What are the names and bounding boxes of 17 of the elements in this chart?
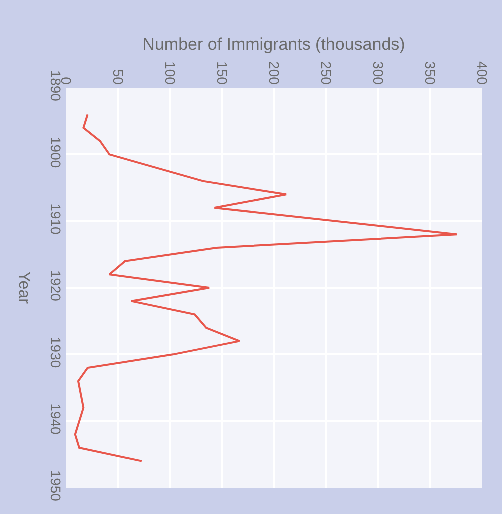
x-tick-label: 100	[162, 62, 178, 86]
y-tick-label: 1910	[48, 204, 64, 236]
y-axis-title: Year	[15, 272, 32, 305]
x-tick-label: 200	[266, 62, 282, 86]
line-series	[74, 114, 458, 462]
x-tick-label: 300	[370, 62, 386, 86]
y-tick-label: 1920	[48, 270, 64, 302]
x-tick-label: 150	[214, 62, 230, 86]
y-tick-label: 1930	[48, 336, 64, 368]
y-tick-label: 1900	[48, 136, 64, 168]
x-tick-label: 50	[110, 69, 126, 86]
x-tick-label: 250	[318, 62, 334, 86]
y-tick-label: 1950	[48, 470, 64, 502]
x-axis-title: Number of Immigrants (thousands)	[142, 35, 406, 54]
x-tick-label: 400	[474, 62, 490, 86]
x-tick-label: 350	[422, 62, 438, 86]
y-tick-label: 1940	[48, 404, 64, 436]
